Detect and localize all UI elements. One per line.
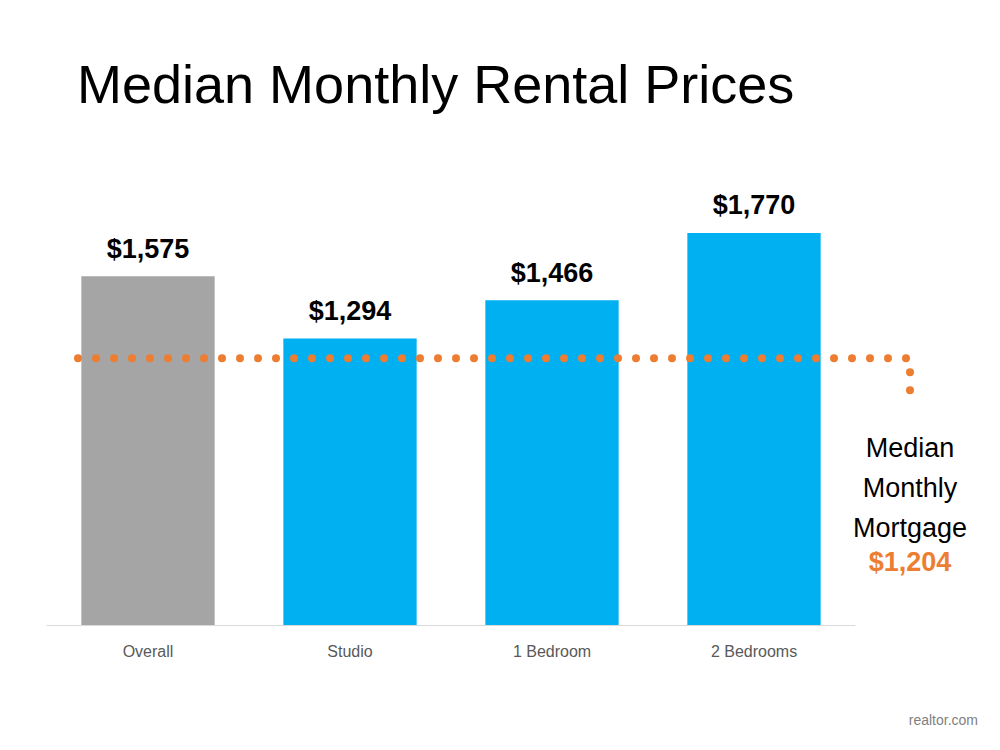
svg-text:realtor.com: realtor.com <box>909 712 978 728</box>
svg-text:Mortgage: Mortgage <box>853 513 967 543</box>
svg-text:$1,466: $1,466 <box>511 258 594 288</box>
svg-text:Overall: Overall <box>123 643 174 660</box>
svg-text:Median: Median <box>866 433 955 463</box>
svg-text:$1,770: $1,770 <box>713 190 796 220</box>
svg-text:1 Bedroom: 1 Bedroom <box>513 643 591 660</box>
svg-text:$1,575: $1,575 <box>107 234 190 264</box>
svg-text:$1,204: $1,204 <box>869 547 952 577</box>
svg-text:2 Bedrooms: 2 Bedrooms <box>711 643 797 660</box>
svg-text:Studio: Studio <box>327 643 372 660</box>
svg-text:Median Monthly Rental Prices: Median Monthly Rental Prices <box>77 54 794 114</box>
svg-text:$1,294: $1,294 <box>309 296 392 326</box>
svg-text:Monthly: Monthly <box>863 473 958 503</box>
